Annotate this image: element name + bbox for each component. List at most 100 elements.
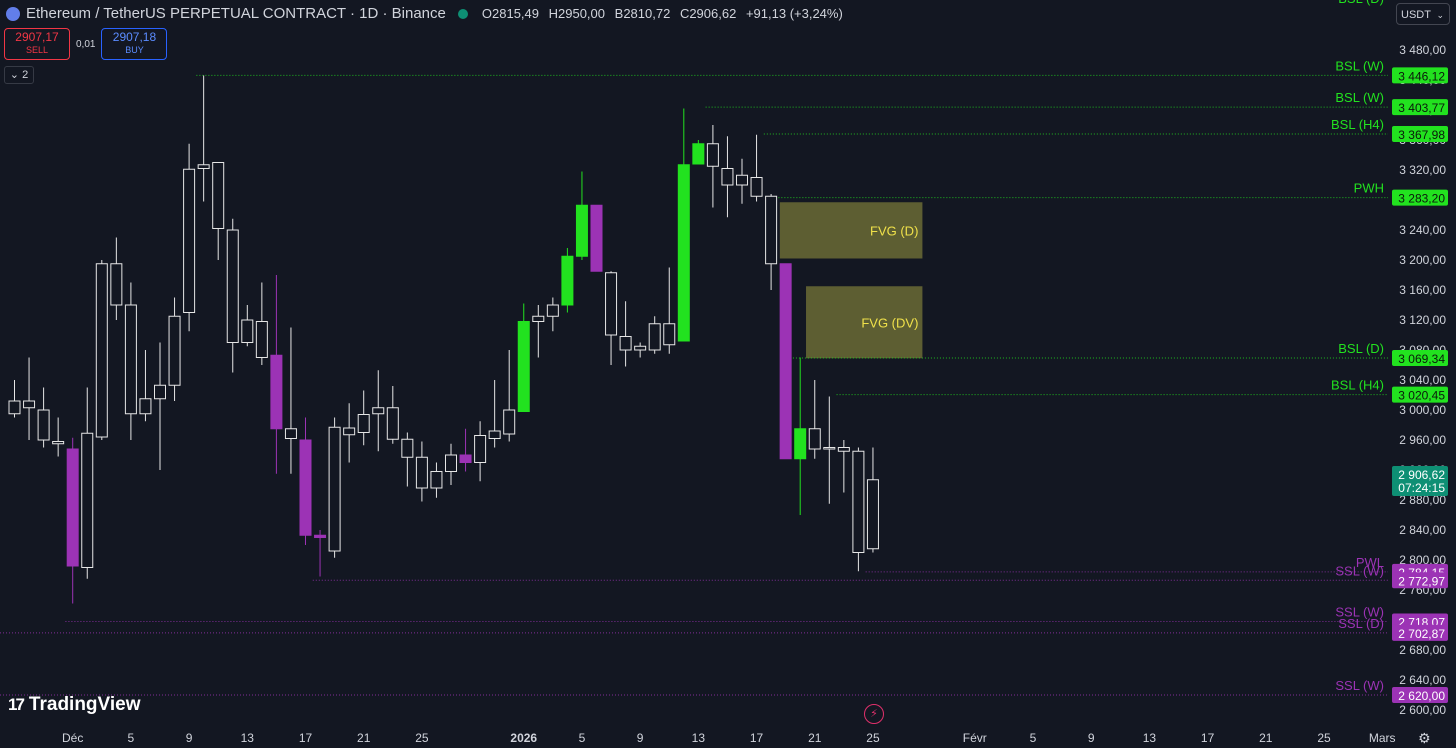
candle-body[interactable] xyxy=(765,195,778,265)
candle-body[interactable] xyxy=(546,304,559,317)
candle-body[interactable] xyxy=(736,174,748,186)
candle-body[interactable] xyxy=(706,143,719,167)
candle-body[interactable] xyxy=(794,428,807,460)
lightning-icon[interactable]: ⚡ xyxy=(864,704,884,724)
x-tick-label: 9 xyxy=(186,731,193,745)
level-label: SSL (W) xyxy=(1335,563,1384,578)
candle-body[interactable] xyxy=(386,407,399,440)
candle-body[interactable] xyxy=(299,439,312,536)
candle-body[interactable] xyxy=(343,427,356,436)
price-tag xyxy=(1392,687,1448,703)
candle-body[interactable] xyxy=(372,407,385,415)
candle-body[interactable] xyxy=(168,315,181,386)
candle-body[interactable] xyxy=(663,323,676,346)
symbol-title[interactable]: Ethereum / TetherUS PERPETUAL CONTRACT ·… xyxy=(26,5,446,22)
ohlc-readout: O2815,49 H2950,00 B2810,72 C2906,62 +91,… xyxy=(482,6,843,21)
candle-body[interactable] xyxy=(750,177,763,197)
candle-body[interactable] xyxy=(837,447,850,452)
candle-body[interactable] xyxy=(95,263,108,438)
candle-body[interactable] xyxy=(692,143,705,165)
candle-body[interactable] xyxy=(517,321,530,412)
candle-body[interactable] xyxy=(52,441,65,445)
candle-body[interactable] xyxy=(415,456,428,489)
fvg-label: FVG (DV) xyxy=(861,315,918,330)
candle-body[interactable] xyxy=(154,384,166,400)
candle-body[interactable] xyxy=(110,263,123,306)
indicators-collapse-button[interactable]: ⌄ 2 xyxy=(4,66,34,84)
candle-body[interactable] xyxy=(66,448,79,567)
candle-body[interactable] xyxy=(284,428,297,439)
candle-body[interactable] xyxy=(459,454,472,463)
candle-body[interactable] xyxy=(866,479,879,550)
candle-body[interactable] xyxy=(648,323,661,351)
currency-select[interactable]: USDT ⌄ xyxy=(1396,3,1450,25)
candle-countdown-label: 07:24:15 xyxy=(1398,481,1445,495)
candle-body[interactable] xyxy=(401,438,414,458)
y-tick-label: 2 640,00 xyxy=(1399,673,1446,687)
candle-body[interactable] xyxy=(823,447,836,450)
candle-body[interactable] xyxy=(23,400,36,409)
candle-body[interactable] xyxy=(634,345,647,351)
candle-body[interactable] xyxy=(183,168,196,313)
sell-button[interactable]: 2907,17 SELL xyxy=(4,28,70,60)
y-tick-label: 3 240,00 xyxy=(1399,223,1446,237)
indicator-count: 2 xyxy=(22,69,29,81)
level-label: SSL (W) xyxy=(1335,604,1384,619)
candle-body[interactable] xyxy=(226,229,239,343)
candle-body[interactable] xyxy=(124,304,137,415)
candle-body[interactable] xyxy=(328,426,341,552)
x-tick-label: 21 xyxy=(808,731,822,745)
low-value: 2810,72 xyxy=(623,6,671,21)
candle-body[interactable] xyxy=(808,428,821,450)
candle-body[interactable] xyxy=(779,263,792,460)
candle-body[interactable] xyxy=(575,204,588,257)
candle-body[interactable] xyxy=(503,409,516,435)
candle-body[interactable] xyxy=(677,164,690,342)
y-tick-label: 3 040,00 xyxy=(1399,373,1446,387)
candle-body[interactable] xyxy=(314,534,327,538)
price-tag-label: 3 020,45 xyxy=(1398,389,1445,403)
y-tick-label: 3 320,00 xyxy=(1399,163,1446,177)
chevron-down-icon: ⌄ xyxy=(9,69,20,81)
y-tick-label: 2 800,00 xyxy=(1399,553,1446,567)
fvg-zone xyxy=(806,286,923,359)
candle-body[interactable] xyxy=(197,164,210,169)
x-tick-label: 25 xyxy=(1317,731,1331,745)
candle-body[interactable] xyxy=(852,450,865,553)
candle-body[interactable] xyxy=(474,435,487,463)
candle-body[interactable] xyxy=(721,168,734,186)
x-tick-label: Févr xyxy=(963,731,987,745)
x-tick-label: 5 xyxy=(128,731,135,745)
candle-body[interactable] xyxy=(561,255,574,306)
candle-body[interactable] xyxy=(430,471,443,489)
price-tag xyxy=(1392,189,1448,206)
candle-body[interactable] xyxy=(590,204,603,272)
fvg-zone xyxy=(779,202,923,259)
candle-body[interactable] xyxy=(357,414,370,433)
candle-body[interactable] xyxy=(241,319,254,343)
candle-body[interactable] xyxy=(619,336,632,351)
x-tick-label: 2026 xyxy=(510,731,537,745)
candle-body[interactable] xyxy=(139,398,152,415)
sell-price: 2907,17 xyxy=(15,30,59,44)
high-value: 2950,00 xyxy=(558,6,606,21)
candle-body[interactable] xyxy=(37,409,50,441)
candle-body[interactable] xyxy=(8,400,21,415)
candle-body[interactable] xyxy=(445,454,457,472)
tradingview-logo[interactable]: 17 TradingView xyxy=(8,694,141,716)
candle-body[interactable] xyxy=(270,354,283,430)
x-tick-label: 17 xyxy=(1201,731,1215,745)
x-tick-label: 9 xyxy=(637,731,644,745)
candle-body[interactable] xyxy=(488,430,501,439)
candle-body[interactable] xyxy=(605,272,618,336)
buy-button[interactable]: 2907,18 BUY xyxy=(101,28,168,60)
candle-body[interactable] xyxy=(81,432,94,568)
open-label: O xyxy=(481,6,492,21)
candle-body[interactable] xyxy=(212,162,225,229)
candle-body[interactable] xyxy=(255,321,268,358)
level-label: SSL (D) xyxy=(1338,616,1384,631)
gear-icon[interactable]: ⚙ xyxy=(1418,730,1431,746)
candle-body[interactable] xyxy=(532,315,545,322)
price-tag xyxy=(1392,99,1448,116)
